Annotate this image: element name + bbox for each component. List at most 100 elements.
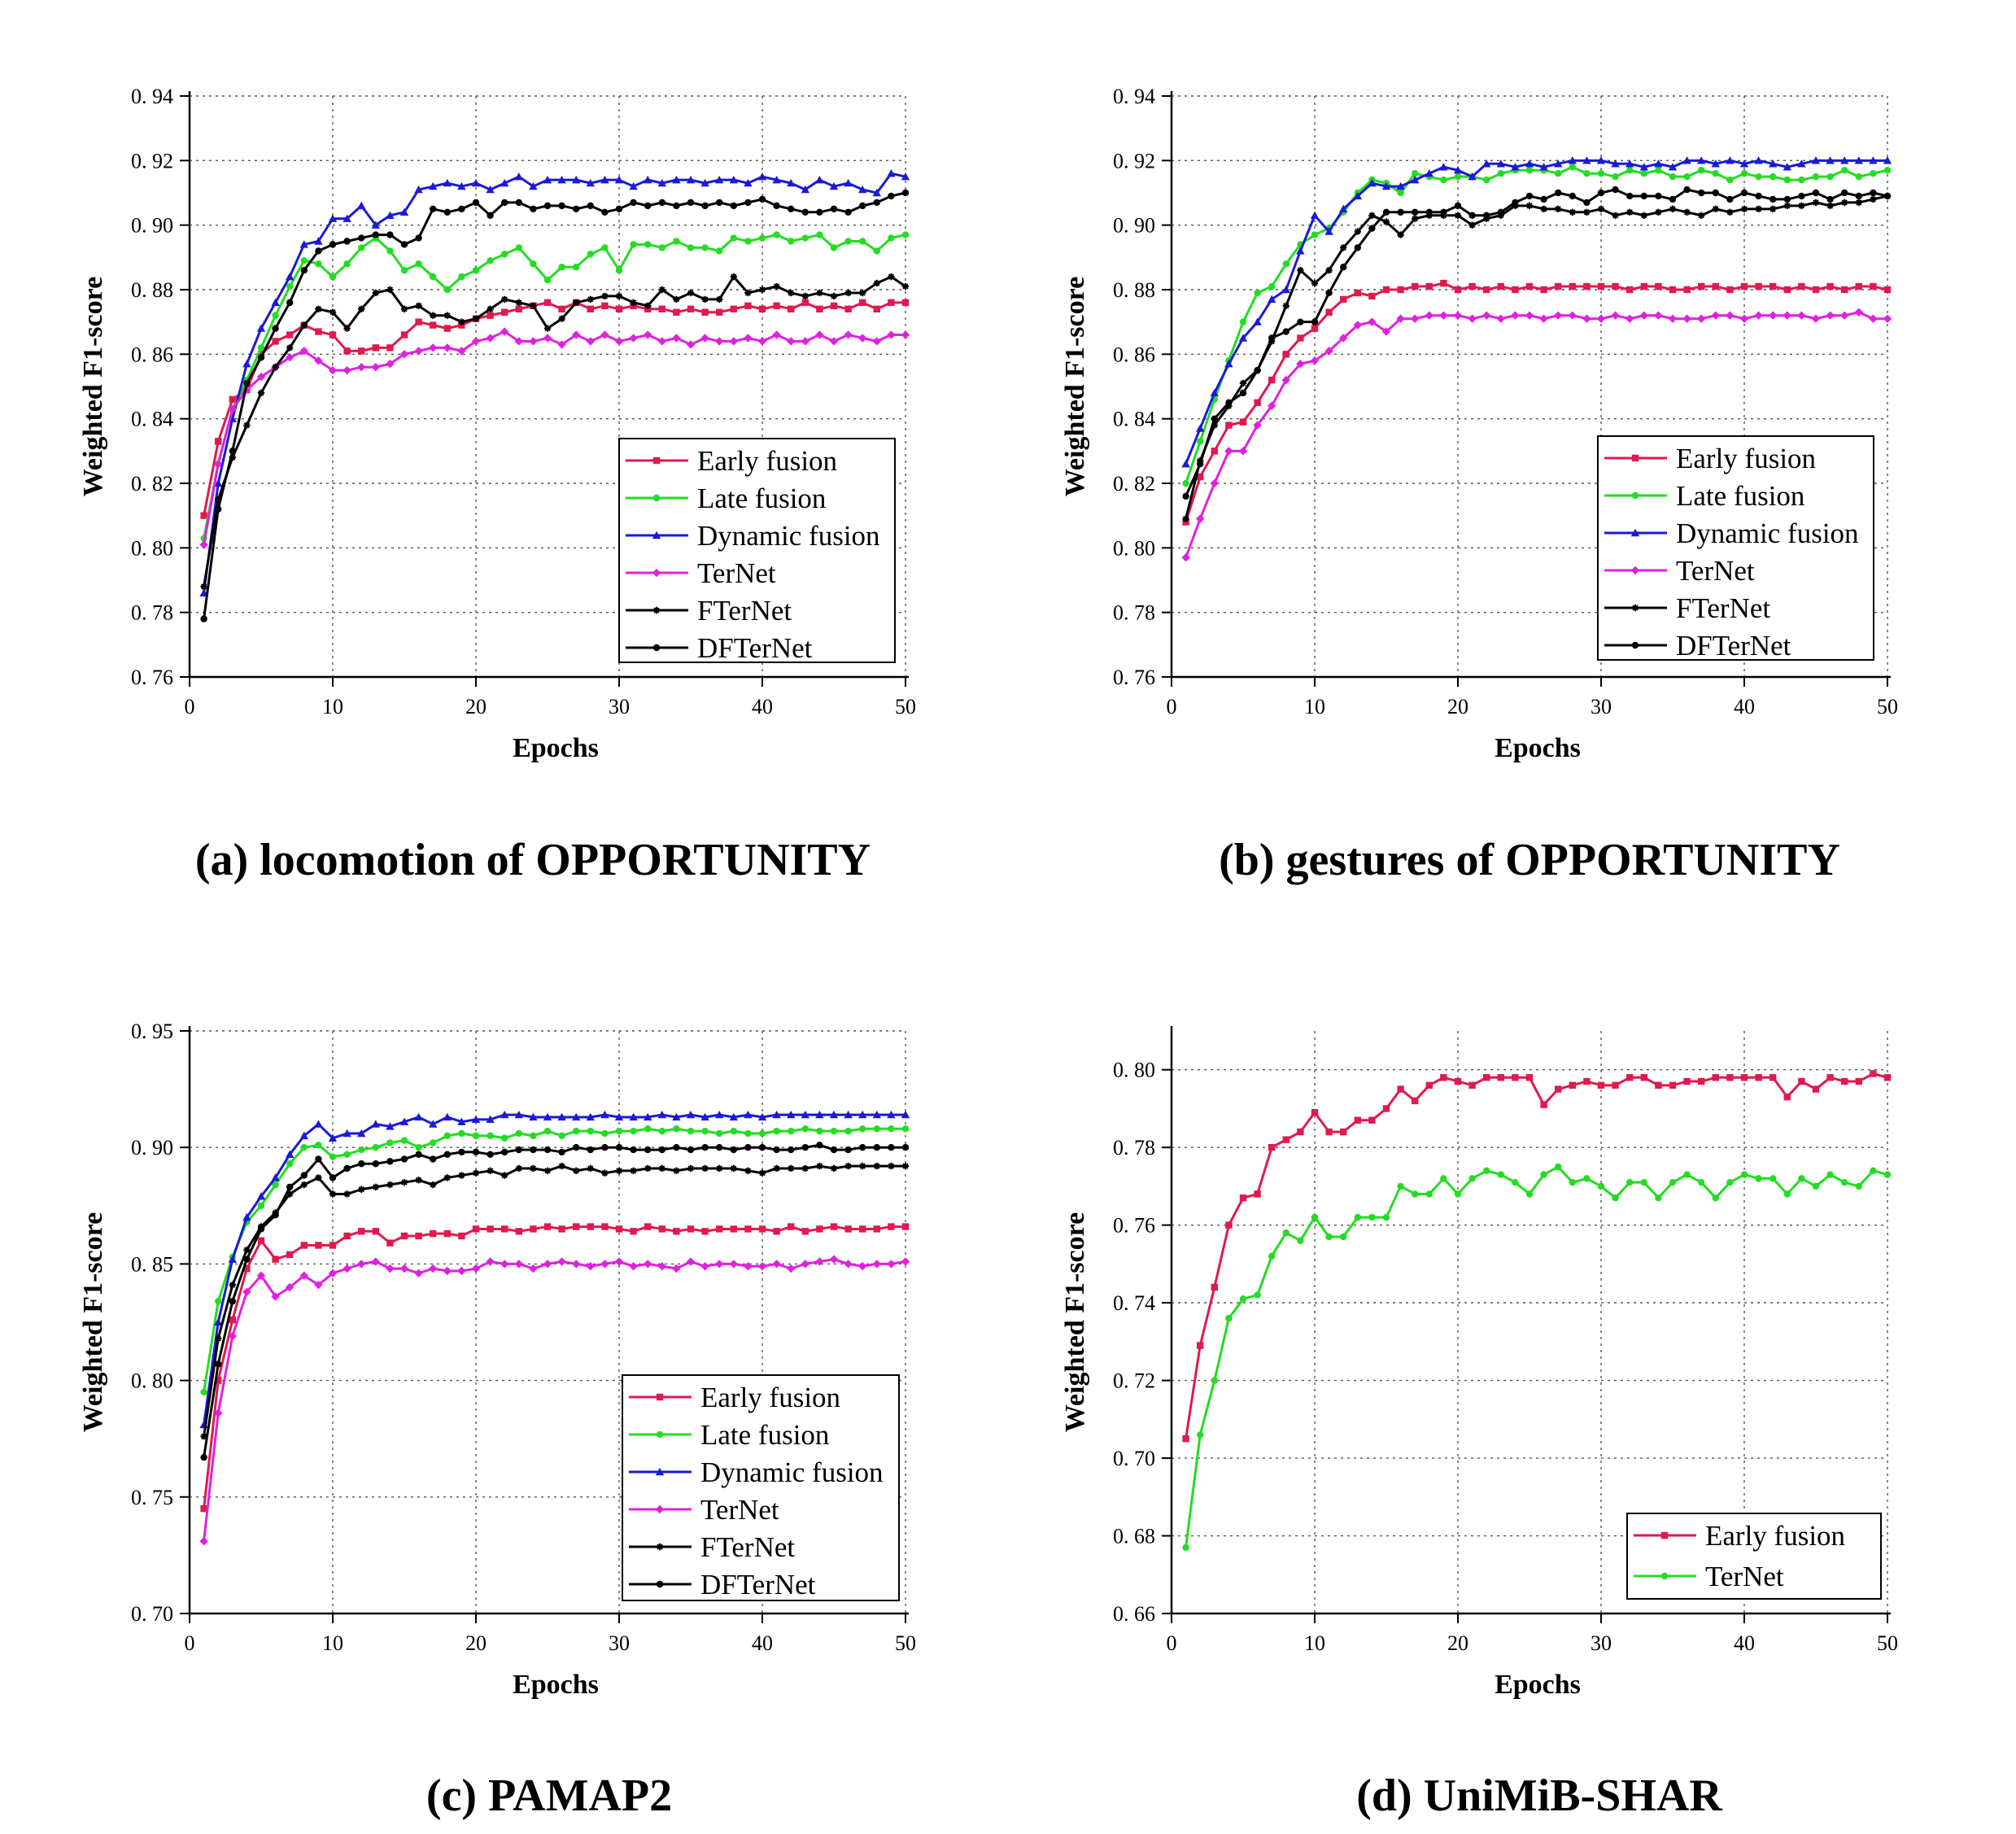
data-point: [286, 1190, 294, 1198]
data-point: [1826, 195, 1834, 203]
data-point: [1397, 1182, 1404, 1190]
data-point: [601, 208, 609, 216]
data-point: [815, 1110, 824, 1119]
data-point: [730, 1146, 737, 1154]
data-point: [1854, 308, 1863, 317]
data-point: [1440, 1074, 1447, 1081]
data-point: [1726, 286, 1734, 294]
data-point: [1353, 321, 1362, 330]
data-point: [1740, 282, 1748, 290]
data-point: [1855, 282, 1862, 290]
data-point: [887, 1110, 896, 1119]
data-point: [1855, 192, 1862, 200]
data-point: [888, 234, 895, 242]
data-point: [1282, 302, 1289, 310]
data-point: [215, 438, 222, 445]
data-point: [358, 1146, 365, 1154]
data-point: [443, 325, 451, 332]
data-point: [859, 1225, 866, 1233]
data-point: [1812, 1182, 1820, 1190]
data-point: [1483, 176, 1490, 184]
data-point: [1239, 379, 1247, 387]
legend-item: Late fusion: [629, 1419, 829, 1451]
data-point: [1239, 389, 1247, 397]
data-point: [400, 305, 408, 312]
data-point: [1311, 1109, 1319, 1116]
data-point: [471, 1115, 481, 1124]
x-tick-label: 20: [465, 695, 487, 718]
series-late-fusion: [200, 1125, 910, 1396]
data-point: [873, 1144, 881, 1151]
data-point: [257, 1237, 265, 1244]
data-point: [758, 1144, 766, 1151]
data-point: [701, 1127, 709, 1135]
data-point: [515, 199, 522, 207]
data-point: [400, 1232, 408, 1240]
data-point: [1468, 212, 1476, 219]
data-point: [1397, 286, 1404, 294]
data-point: [730, 273, 737, 281]
data-point: [1554, 311, 1563, 320]
data-point: [458, 1232, 465, 1240]
data-point: [457, 181, 466, 190]
data-point: [1655, 1081, 1662, 1089]
data-point: [1597, 1081, 1605, 1089]
data-point: [859, 202, 866, 210]
x-tick-label: 50: [1877, 1631, 1898, 1655]
data-point: [1297, 267, 1304, 274]
data-point: [328, 1133, 338, 1142]
data-point: [1282, 351, 1289, 358]
data-point: [200, 1433, 207, 1440]
series-dfternet: [1182, 186, 1892, 500]
data-point: [386, 1139, 394, 1146]
data-point: [357, 1260, 366, 1269]
data-point: [888, 273, 895, 281]
data-point: [773, 202, 780, 210]
data-point: [844, 1225, 852, 1233]
data-point: [1354, 1213, 1362, 1221]
data-point: [744, 1262, 753, 1271]
data-point: [1225, 1315, 1233, 1322]
panel-caption: (d) UniMiB-SHAR: [1356, 1771, 1722, 1821]
data-point: [1525, 159, 1534, 168]
data-point: [644, 1112, 652, 1121]
legend: Early fusion Late fusion Dynamic fusion Ter…: [622, 1374, 900, 1601]
data-point: [1254, 399, 1261, 407]
data-point: [1631, 491, 1639, 500]
data-point: [1612, 172, 1619, 181]
data-point: [529, 337, 538, 346]
data-point: [1554, 159, 1563, 168]
legend-item: TerNet: [626, 557, 776, 589]
data-point: [314, 1120, 323, 1128]
data-point: [501, 1225, 508, 1233]
data-point: [530, 1132, 537, 1140]
data-point: [1797, 311, 1806, 320]
data-point: [1597, 189, 1605, 197]
data-point: [1841, 1178, 1848, 1186]
data-point: [572, 330, 581, 339]
data-point: [572, 175, 581, 184]
data-point: [1381, 181, 1391, 190]
data-point: [700, 178, 709, 187]
data-point: [844, 1162, 852, 1170]
data-point: [472, 267, 480, 274]
data-point: [1669, 1081, 1677, 1089]
data-point: [816, 208, 823, 216]
data-point: [673, 202, 680, 210]
data-point: [215, 505, 222, 513]
series-fternet: [200, 273, 910, 591]
data-point: [587, 295, 594, 303]
data-point: [1698, 282, 1705, 290]
data-point: [443, 1151, 451, 1158]
data-point: [299, 1271, 308, 1280]
data-point: [1397, 208, 1404, 216]
data-point: [901, 189, 910, 197]
legend-label: FTerNet: [1676, 592, 1770, 624]
data-point: [1883, 286, 1892, 294]
data-point: [1811, 156, 1821, 164]
data-point: [1525, 202, 1534, 210]
data-point: [1181, 460, 1190, 468]
data-point: [686, 340, 696, 349]
data-point: [1238, 447, 1248, 456]
data-point: [1583, 282, 1591, 290]
